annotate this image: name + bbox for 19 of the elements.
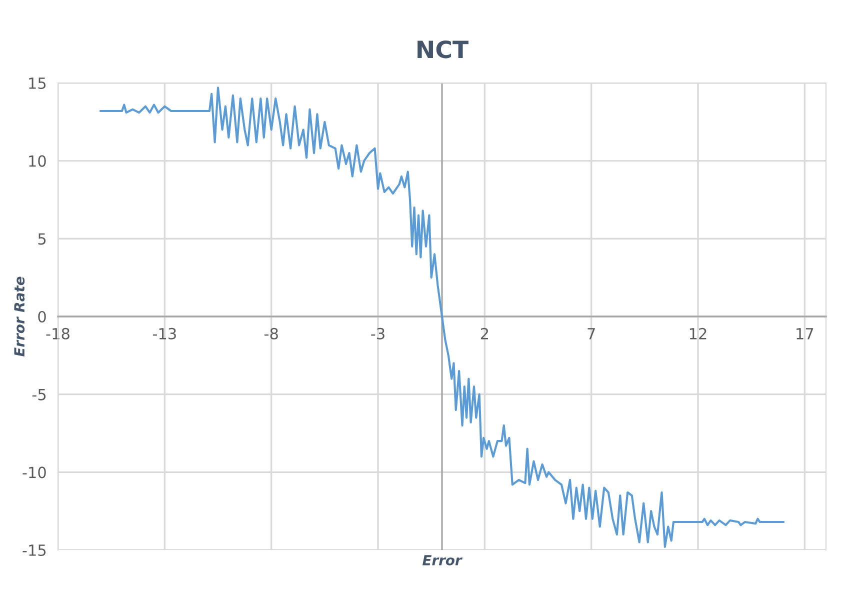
x-tick-label: 12 [690,328,706,340]
y-tick-label: 5 [38,233,46,245]
x-tick-label: -18 [46,328,70,340]
x-tick-label: -8 [264,328,278,340]
x-tick-label: 17 [796,328,814,340]
y-tick-label: 0 [38,310,46,323]
y-tick-label: -15 [22,544,46,556]
y-axis-title: Error Rate [14,276,25,356]
y-tick-label: -5 [32,389,46,400]
chart-title: NCT [418,40,468,58]
x-axis-title: Error [422,555,463,566]
x-tick-label: -3 [371,328,384,340]
x-tick-label: 2 [480,328,488,340]
x-tick-label: -13 [152,328,176,340]
y-tick-label: 10 [29,155,46,167]
y-tick-label: -10 [22,466,46,478]
line-series [100,86,784,548]
y-tick-label: 15 [29,78,46,90]
x-tick-label: 7 [588,328,595,340]
